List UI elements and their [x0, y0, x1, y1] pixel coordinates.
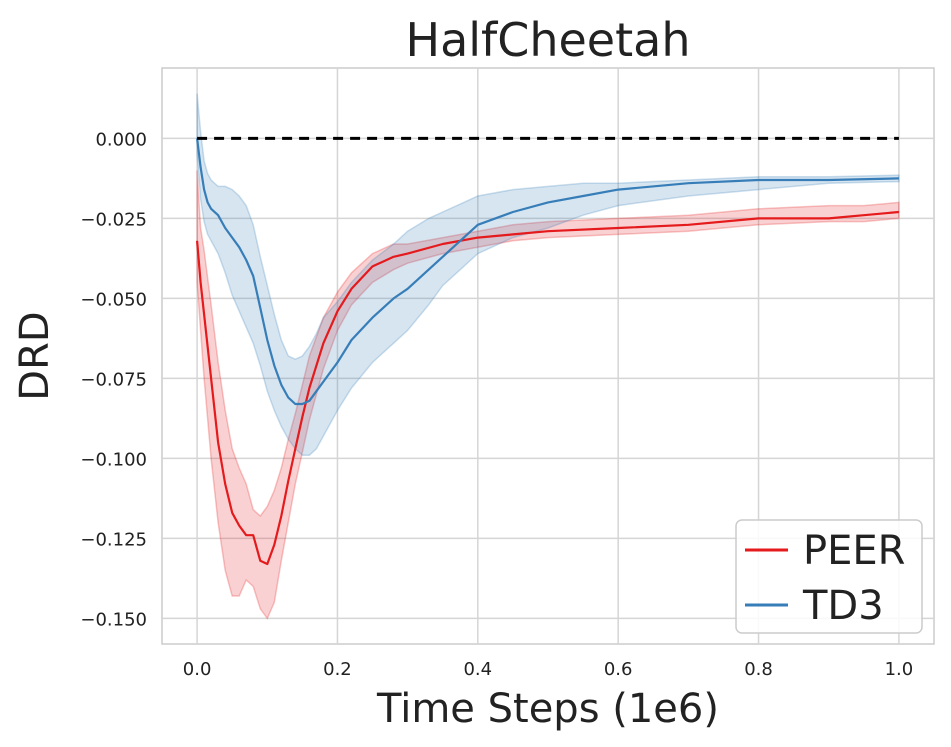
chart-title: HalfCheetah: [405, 13, 690, 67]
line-td3: [196, 138, 899, 406]
y-axis-ticks: 0.000 −0.025 −0.050 −0.075 −0.100 −0.125 −0.15…: [80, 129, 147, 630]
y-tick-label: 0.000: [95, 129, 147, 150]
x-tick-label: 1.0: [885, 659, 914, 680]
x-tick-label: 0.8: [744, 659, 773, 680]
confidence-bands: [196, 93, 900, 620]
y-tick-label: −0.125: [80, 529, 147, 550]
x-tick-label: 0.4: [463, 659, 492, 680]
x-tick-label: 0.2: [323, 659, 352, 680]
legend: PEER TD3: [735, 519, 923, 634]
x-axis-label: Time Steps (1e6): [376, 686, 719, 732]
y-tick-label: −0.075: [80, 369, 147, 390]
y-axis-label: DRD: [12, 311, 58, 400]
y-tick-label: −0.025: [80, 209, 147, 230]
x-tick-label: 0.6: [604, 659, 633, 680]
x-axis-ticks: 0.0 0.2 0.4 0.6 0.8 1.0: [183, 659, 913, 680]
y-tick-label: −0.100: [80, 449, 147, 470]
y-tick-label: −0.050: [80, 289, 147, 310]
y-tick-label: −0.150: [80, 609, 147, 630]
legend-label-peer: PEER: [803, 528, 905, 574]
band-peer: [196, 170, 900, 620]
x-tick-label: 0.0: [183, 659, 212, 680]
series-lines: [196, 138, 899, 566]
band-td3: [196, 93, 900, 456]
legend-label-td3: TD3: [802, 583, 884, 629]
